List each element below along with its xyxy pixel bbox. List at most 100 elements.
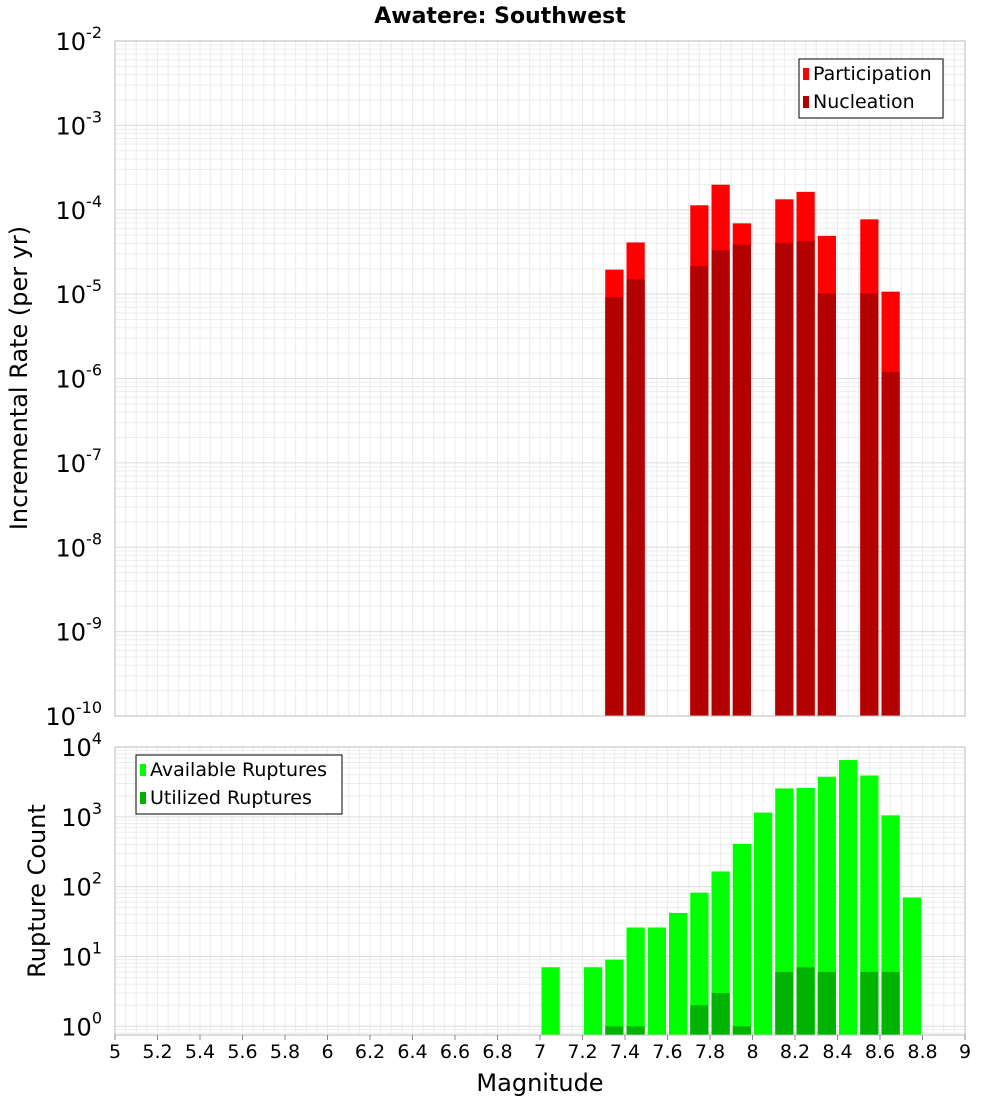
y-tick-base: 10 [61,804,92,832]
x-tick-label: 7.4 [610,1041,640,1063]
bar-utilized-ruptures [881,971,900,1035]
y-tick-base: 10 [45,703,76,731]
y-tick-base: 10 [61,943,92,971]
y-tick-label: 10-4 [56,192,103,225]
top-grid [114,40,966,717]
legend-swatch [140,792,146,804]
x-tick-label: 5 [109,1041,121,1063]
x-tick-label: 5.2 [142,1041,172,1063]
bar-nucleation [817,293,836,716]
x-tick-label: 6.8 [482,1041,512,1063]
y-tick-exponent: -7 [86,445,102,464]
bar-nucleation [690,266,709,716]
x-tick-label: 5.4 [185,1041,215,1063]
legend-label: Nucleation [813,91,915,113]
legend-label: Utilized Ruptures [150,787,312,809]
y-tick-label: 10-2 [56,23,103,56]
legend-swatch [803,96,809,108]
bar-nucleation [732,244,751,716]
bar-utilized-ruptures [775,971,794,1035]
x-tick-label: 6.4 [397,1041,427,1063]
bar-utilized-ruptures [817,971,836,1035]
y-tick-base: 10 [56,619,87,647]
y-tick-exponent: -9 [86,614,102,633]
x-tick-label: 9 [959,1041,971,1063]
y-tick-label: 10-9 [56,614,103,647]
y-tick-base: 10 [56,197,87,225]
bar-nucleation [881,371,900,716]
y-tick-exponent: 3 [92,799,102,818]
legend-swatch [803,68,809,80]
bar-available-ruptures [839,760,858,1035]
y-tick-base: 10 [56,366,87,394]
y-tick-base: 10 [56,28,87,56]
bar-available-ruptures [584,967,603,1035]
x-tick-label: 8.2 [780,1041,810,1063]
bar-available-ruptures [754,812,773,1035]
top-bars [605,184,900,717]
x-tick-label: 8 [746,1041,758,1063]
bar-utilized-ruptures [796,967,815,1035]
y-tick-base: 10 [61,734,92,762]
y-tick-base: 10 [56,281,87,309]
bar-available-ruptures [732,843,751,1035]
y-tick-label: 101 [61,938,102,971]
bar-available-ruptures [860,775,879,1035]
legend-swatch [140,764,146,776]
bar-available-ruptures [817,776,836,1035]
legend-label: Available Ruptures [150,759,327,781]
bar-nucleation [711,250,730,717]
bar-nucleation [775,242,794,717]
x-tick-label: 5.8 [270,1041,300,1063]
y-tick-label: 102 [61,869,102,902]
y-tick-exponent: 2 [92,869,102,888]
y-tick-exponent: -5 [86,276,102,295]
y-tick-label: 10-10 [45,698,102,731]
x-tick-label: 6 [321,1041,333,1063]
y-tick-exponent: -3 [86,107,102,126]
bottom-legend: Available Ruptures Utilized Ruptures [135,754,343,815]
x-axis-label: Magnitude [476,1069,603,1097]
bar-available-ruptures [541,967,560,1035]
y-tick-base: 10 [56,534,87,562]
y-tick-exponent: -8 [86,529,102,548]
y-tick-exponent: -2 [86,23,102,42]
bottom-bars [541,760,921,1035]
bar-available-ruptures [647,927,666,1035]
x-tick-label: 7.6 [652,1041,682,1063]
bar-utilized-ruptures [711,992,730,1035]
bar-utilized-ruptures [626,1026,645,1035]
x-tick-label: 8.4 [822,1041,852,1063]
y-tick-base: 10 [56,450,87,478]
bar-nucleation [626,279,645,716]
x-tick-label: 7 [534,1041,546,1063]
y-tick-exponent: -4 [86,192,102,211]
y-tick-label: 100 [61,1008,102,1041]
bottom-y-axis-label: Rupture Count [23,804,51,978]
legend-label: Participation [813,63,932,85]
bar-utilized-ruptures [860,971,879,1035]
y-tick-label: 103 [61,799,102,832]
top-plot: 10-210-310-410-510-610-710-810-910-10 In… [5,23,966,731]
bar-utilized-ruptures [605,1026,624,1035]
y-tick-label: 10-5 [56,276,103,309]
bar-available-ruptures [626,927,645,1035]
y-tick-label: 10-7 [56,445,103,478]
x-tick-label: 7.2 [567,1041,597,1063]
top-y-ticks: 10-210-310-410-510-610-710-810-910-10 [45,23,102,731]
chart-title: Awatere: Southwest [374,4,626,29]
top-y-axis-label: Incremental Rate (per yr) [5,226,33,530]
x-tick-labels: 5 5.2 5.4 5.6 5.8 6 6.2 6.4 6.6 6.8 7 7.2 7.4 7.6 7.8 8… [109,1035,971,1063]
y-tick-label: 10-3 [56,107,103,140]
bar-available-ruptures [605,959,624,1035]
y-tick-label: 10-6 [56,361,103,394]
legend-box [798,58,944,119]
bar-available-ruptures [690,892,709,1035]
y-tick-exponent: -6 [86,361,102,380]
x-tick-label: 6.2 [355,1041,385,1063]
y-tick-exponent: 1 [92,938,102,957]
